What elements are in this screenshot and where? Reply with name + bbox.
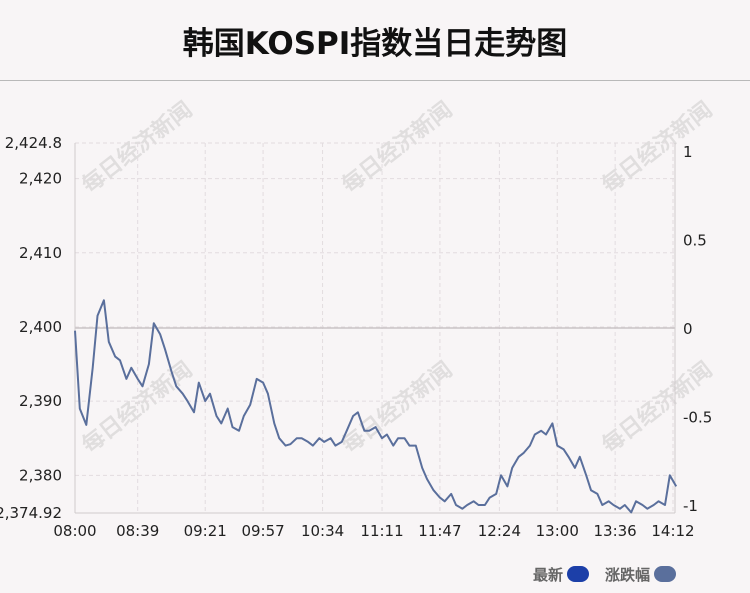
- x-tick-label: 08:00: [53, 522, 96, 540]
- y-left-tick-label: 2,390: [19, 392, 62, 410]
- title-divider: [0, 80, 750, 81]
- y-right-tick-label: 0.5: [683, 231, 707, 249]
- x-tick-label: 08:39: [116, 522, 159, 540]
- legend: 最新 涨跌幅: [533, 563, 677, 585]
- legend-label-latest: 最新: [533, 565, 564, 584]
- x-tick-label: 09:57: [241, 522, 284, 540]
- x-tick-label: 11:11: [360, 522, 403, 540]
- legend-label-change: 涨跌幅: [605, 565, 651, 584]
- legend-swatch-change: [654, 566, 677, 582]
- y-left-tick-label: 2,380: [19, 466, 62, 484]
- x-tick-label: 11:47: [418, 522, 461, 540]
- series-line: [74, 299, 678, 514]
- y-left-tick-label: 2,420: [19, 170, 62, 188]
- x-tick-label: 10:34: [301, 522, 344, 540]
- y-right-tick-label: -1: [683, 497, 698, 515]
- y-left-tick-label: 2,410: [19, 244, 62, 262]
- chart-title: 韩国KOSPI指数当日走势图: [182, 26, 568, 62]
- x-tick-label: 13:00: [536, 522, 579, 540]
- x-tick-label: 09:21: [184, 522, 227, 540]
- y-right-tick-label: 0: [683, 320, 693, 338]
- y-left-tick-label: 2,424.8: [5, 134, 62, 152]
- y-left-tick-label: 2,400: [19, 318, 62, 336]
- legend-swatch-latest: [567, 566, 590, 582]
- y-right-tick-label: -0.5: [683, 409, 712, 427]
- x-tick-label: 14:12: [651, 522, 694, 540]
- x-tick-label: 13:36: [594, 522, 637, 540]
- y-right-tick-label: 1: [683, 143, 693, 161]
- y-left-tick-label: 2,374.92: [0, 504, 62, 522]
- x-tick-label: 12:24: [478, 522, 521, 540]
